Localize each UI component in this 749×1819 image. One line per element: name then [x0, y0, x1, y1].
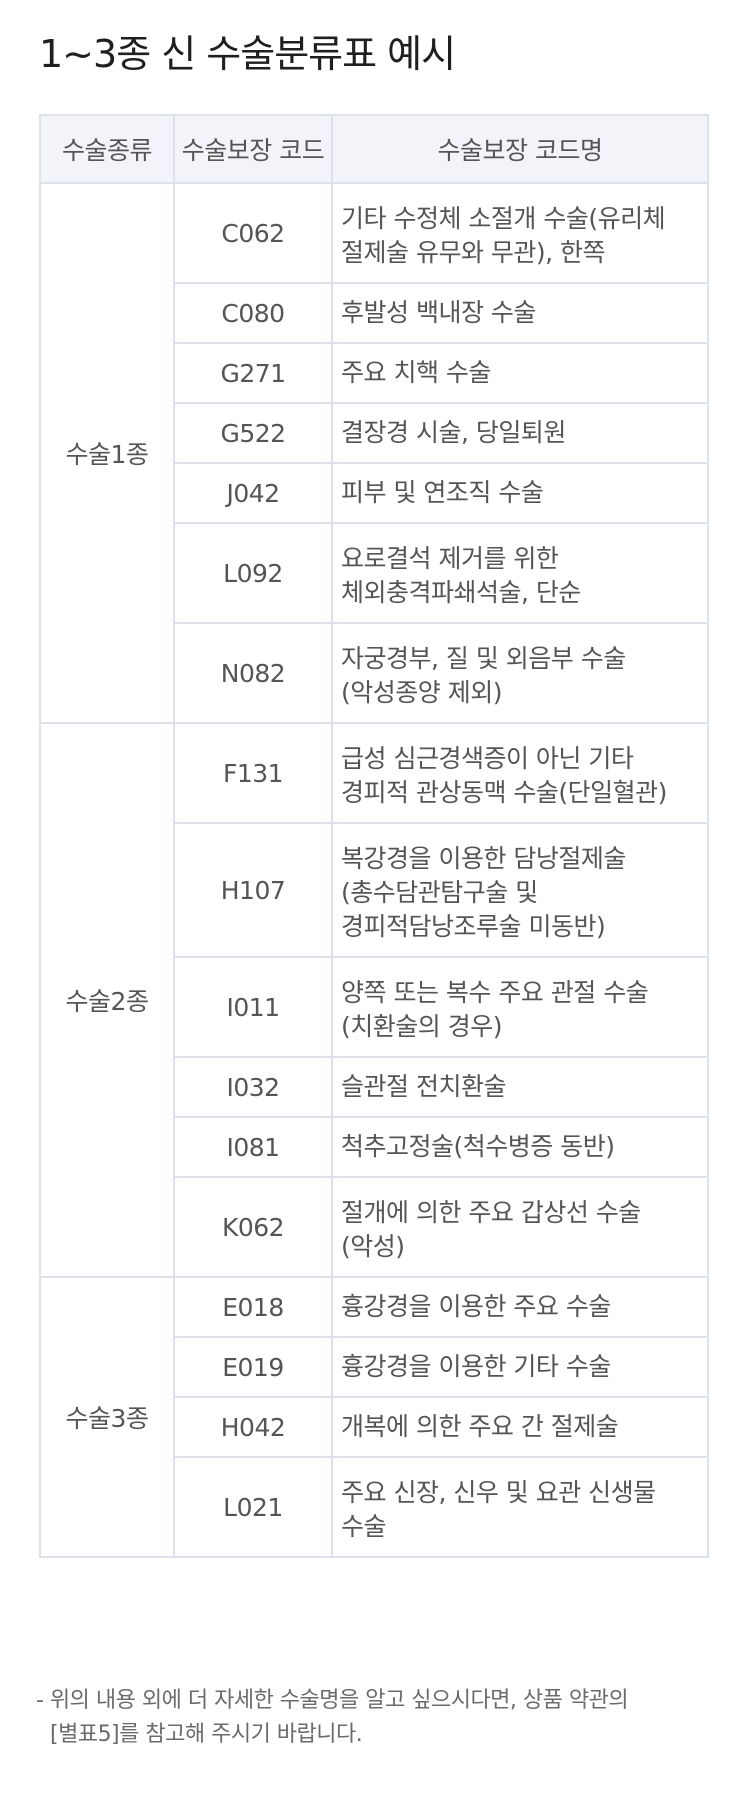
coverage-code-name-line: 흉강경을 이용한 기타 수술: [341, 1352, 611, 1381]
table-row: N082 자궁경부, 질 및 외음부 수술 (악성종양 제외): [40, 622, 709, 724]
coverage-code-name-line: 체외충격파쇄석술, 단순: [341, 578, 581, 607]
table-row: G522 결장경 시술, 당일퇴원: [40, 402, 709, 464]
coverage-code-cell: G522: [173, 402, 333, 464]
coverage-code-name-line: 주요 신장, 신우 및 요관 신생물: [341, 1478, 656, 1507]
surgery-classification-table-container: 수술종류 수술보장 코드 수술보장 코드명 수술1종 C062 기타 수정체 소절개…: [39, 114, 709, 1558]
coverage-code-name-cell: 양쪽 또는 복수 주요 관절 수술 (치환술의 경우): [331, 956, 709, 1058]
surgery-type-cell: 수술2종: [39, 722, 175, 1278]
footnote: - 위의 내용 외에 더 자세한 수술명을 알고 싶으시다면, 상품 약관의 […: [36, 1684, 716, 1752]
page-title: 1~3종 신 수술분류표 예시: [39, 32, 456, 76]
table-row: K062 절개에 의한 주요 갑상선 수술 (악성): [40, 1176, 709, 1278]
coverage-code-name-line: 피부 및 연조직 수술: [341, 478, 544, 507]
table-row: 수술2종 F131 급성 심근경색증이 아닌 기타 경피적 관상동맥 수술(단일혈관): [39, 722, 709, 1278]
coverage-code-cell: K062: [173, 1176, 333, 1278]
coverage-code-name-line: 복강경을 이용한 담낭절제술: [341, 844, 626, 873]
coverage-code-name-line: 슬관절 전치환술: [341, 1072, 506, 1101]
table-header-row: 수술종류 수술보장 코드 수술보장 코드명: [39, 114, 709, 184]
coverage-code-name-line: 자궁경부, 질 및 외음부 수술: [341, 644, 626, 673]
coverage-code-cell: I081: [173, 1116, 333, 1178]
coverage-code-name-line: 경피적담낭조루술 미동반): [341, 912, 606, 941]
coverage-code-name-line: 기타 수정체 소절개 수술(유리체: [341, 204, 666, 233]
coverage-code-name-cell: 결장경 시술, 당일퇴원: [331, 402, 709, 464]
coverage-code-cell: C062: [173, 182, 333, 284]
coverage-code-name-line: 절개에 의한 주요 갑상선 수술: [341, 1198, 641, 1227]
coverage-code-cell: L092: [173, 522, 333, 624]
coverage-code-name-line: 급성 심근경색증이 아닌 기타: [341, 744, 634, 773]
table-row: L021 주요 신장, 신우 및 요관 신생물 수술: [40, 1456, 709, 1558]
coverage-code-name-line: (치환술의 경우): [341, 1012, 502, 1041]
coverage-code-cell: N082: [173, 622, 333, 724]
coverage-code-name-cell: 척추고정술(척수병증 동반): [331, 1116, 709, 1178]
coverage-code-name-cell: 흉강경을 이용한 주요 수술: [331, 1276, 709, 1338]
coverage-code-cell: C080: [173, 282, 333, 344]
coverage-code-name-line: (총수담관탐구술 및: [341, 878, 538, 907]
coverage-code-name-line: 후발성 백내장 수술: [341, 298, 536, 327]
footnote-line-2: [별표5]를 참고해 주시기 바랍니다.: [50, 1722, 363, 1747]
coverage-code-cell: F131: [173, 722, 333, 824]
coverage-code-name-cell: 후발성 백내장 수술: [331, 282, 709, 344]
coverage-code-name-cell: 슬관절 전치환술: [331, 1056, 709, 1118]
coverage-code-name-cell: 주요 치핵 수술: [331, 342, 709, 404]
coverage-code-cell: L021: [173, 1456, 333, 1558]
table-row: 수술1종 C062 기타 수정체 소절개 수술(유리체 절제술 유무와 무관), 한쪽: [39, 182, 709, 724]
header-coverage-code-name: 수술보장 코드명: [331, 114, 709, 184]
table-row: H042 개복에 의한 주요 간 절제술: [40, 1396, 709, 1458]
coverage-code-cell: I032: [173, 1056, 333, 1118]
header-surgery-type: 수술종류: [39, 114, 175, 184]
coverage-code-cell: I011: [173, 956, 333, 1058]
coverage-code-name-line: 경피적 관상동맥 수술(단일혈관): [341, 778, 667, 807]
coverage-code-name-cell: 자궁경부, 질 및 외음부 수술 (악성종양 제외): [331, 622, 709, 724]
coverage-code-name-cell: 절개에 의한 주요 갑상선 수술 (악성): [331, 1176, 709, 1278]
coverage-code-cell: E019: [173, 1336, 333, 1398]
coverage-code-name-line: 주요 치핵 수술: [341, 358, 491, 387]
surgery-type-cell: 수술1종: [39, 182, 175, 724]
table-row: C080 후발성 백내장 수술: [40, 282, 709, 344]
table-row: G271 주요 치핵 수술: [40, 342, 709, 404]
coverage-code-name-cell: 피부 및 연조직 수술: [331, 462, 709, 524]
table-row: E019 흉강경을 이용한 기타 수술: [40, 1336, 709, 1398]
coverage-code-name-line: 양쪽 또는 복수 주요 관절 수술: [341, 978, 649, 1007]
surgery-classification-table: 수술종류 수술보장 코드 수술보장 코드명 수술1종 C062 기타 수정체 소절개…: [39, 114, 709, 1558]
table-row: I032 슬관절 전치환술: [40, 1056, 709, 1118]
table-row: 수술3종 E018 흉강경을 이용한 주요 수술: [39, 1276, 709, 1558]
footnote-line-1: - 위의 내용 외에 더 자세한 수술명을 알고 싶으시다면, 상품 약관의: [36, 1688, 629, 1713]
coverage-code-name-line: 결장경 시술, 당일퇴원: [341, 418, 566, 447]
coverage-code-name-line: 개복에 의한 주요 간 절제술: [341, 1412, 619, 1441]
coverage-code-name-line: 절제술 유무와 무관), 한쪽: [341, 238, 606, 267]
coverage-code-name-line: 수술: [341, 1512, 387, 1541]
coverage-code-cell: G271: [173, 342, 333, 404]
coverage-code-name-line: 요로결석 제거를 위한: [341, 544, 559, 573]
table-row: J042 피부 및 연조직 수술: [40, 462, 709, 524]
coverage-code-name-cell: 흉강경을 이용한 기타 수술: [331, 1336, 709, 1398]
coverage-code-name-line: (악성종양 제외): [341, 678, 502, 707]
coverage-code-cell: J042: [173, 462, 333, 524]
coverage-code-name-cell: 개복에 의한 주요 간 절제술: [331, 1396, 709, 1458]
table-row: I081 척추고정술(척수병증 동반): [40, 1116, 709, 1178]
surgery-type-cell: 수술3종: [39, 1276, 175, 1558]
coverage-code-cell: H107: [173, 822, 333, 958]
header-coverage-code: 수술보장 코드: [173, 114, 333, 184]
coverage-code-cell: H042: [173, 1396, 333, 1458]
coverage-code-cell: E018: [173, 1276, 333, 1338]
coverage-code-name-line: (악성): [341, 1232, 405, 1261]
table-row: L092 요로결석 제거를 위한 체외충격파쇄석술, 단순: [40, 522, 709, 624]
coverage-code-name-line: 척추고정술(척수병증 동반): [341, 1132, 615, 1161]
table-row: I011 양쪽 또는 복수 주요 관절 수술 (치환술의 경우): [40, 956, 709, 1058]
coverage-code-name-line: 흉강경을 이용한 주요 수술: [341, 1292, 611, 1321]
